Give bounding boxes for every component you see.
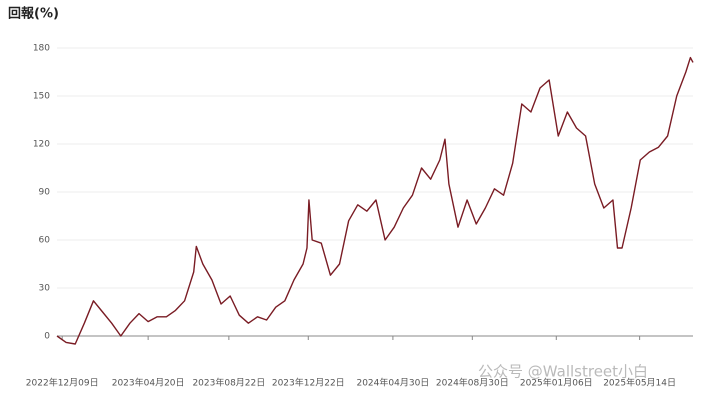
x-tick-label: 2025年01月06日: [520, 377, 593, 389]
chart-title: 回報(%): [8, 6, 59, 22]
y-tick-label: 30: [39, 284, 51, 294]
x-tick-label: 2023年04月20日: [112, 377, 185, 389]
line: [56, 56, 694, 345]
x-tick-label: 2024年08月30日: [436, 377, 509, 389]
y-tick-label: 0: [44, 332, 50, 342]
y-tick-label: 90: [39, 188, 51, 198]
y-tick-label: 180: [33, 44, 50, 54]
y-tick-label: 60: [39, 236, 51, 246]
y-tick-label: 120: [33, 140, 50, 150]
x-tick-label: 2023年12月22日: [272, 377, 345, 389]
x-tick-label: 2022年12月09日: [26, 377, 99, 389]
x-tick-label: 2023年08月22日: [192, 377, 265, 389]
x-tick-label: 2025年05月14日: [603, 377, 676, 389]
x-tick-label: 2024年04月30日: [356, 377, 429, 389]
watermark: 公众号 @Wallstreet小白: [478, 363, 648, 381]
y-tick-label: 150: [33, 92, 50, 102]
